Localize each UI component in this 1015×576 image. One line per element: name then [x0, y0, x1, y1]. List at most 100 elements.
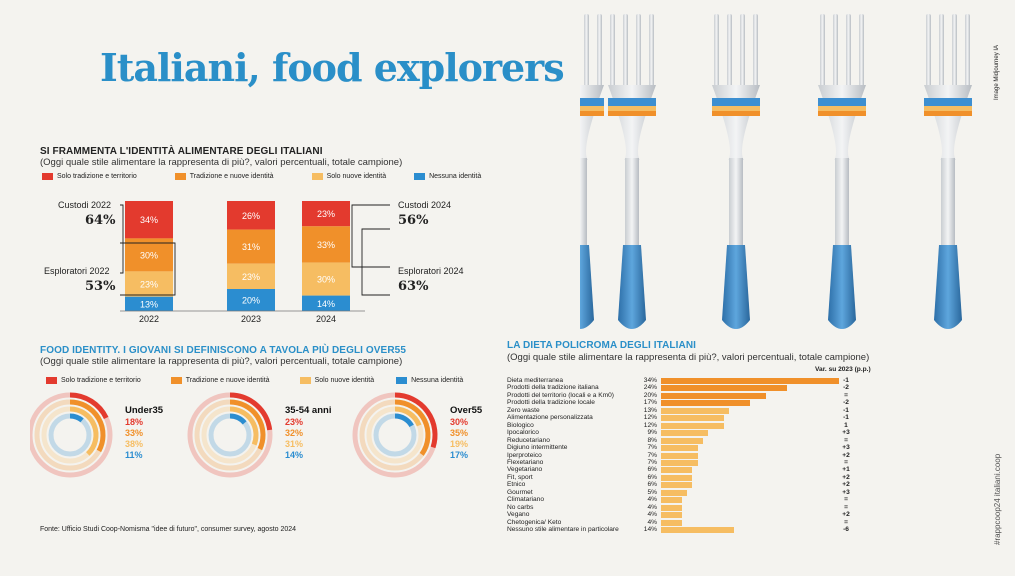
legend-label: Solo tradizione e territorio [61, 377, 141, 384]
diet-bar [661, 489, 688, 496]
ring-value-label: 30% [450, 417, 468, 427]
diet-variation-label: 1 [844, 421, 848, 429]
bar-segment [227, 201, 275, 230]
esploratori-2024-bracket [361, 228, 390, 296]
diet-category-label: Chetogenica/ Keto [507, 518, 562, 526]
diet-bar [661, 482, 693, 489]
diet-category-label: Vegano [507, 511, 530, 519]
ring-value-label: 14% [285, 450, 303, 460]
diet-category-label: Prodotti della tradizione locale [507, 399, 595, 407]
bar-value-label: 30% [317, 275, 335, 285]
diet-category-label: No carbs [507, 503, 534, 511]
custodi-2024-label: Custodi 2024 [398, 200, 452, 210]
diet-bar [661, 445, 698, 452]
bar-value-label: 23% [242, 272, 260, 282]
diet-value-label: 17% [643, 399, 657, 407]
bar-value-label: 31% [242, 242, 260, 252]
bar-segment [125, 271, 173, 297]
ring-arc [394, 399, 431, 456]
ring-value-label: 33% [125, 428, 143, 438]
legend-label: Solo nuove identità [326, 173, 387, 180]
bar-value-label: 34% [140, 215, 158, 225]
diet-variation-label: +2 [842, 481, 850, 489]
diet-category-label: Biologico [507, 421, 534, 429]
diet-variation-label: +2 [842, 473, 850, 481]
bar-segment [125, 201, 173, 239]
diet-variation-label: = [844, 436, 848, 444]
ring-arc [394, 406, 422, 427]
forks-illustration [580, 14, 972, 329]
diet-variation-label: -2 [843, 384, 849, 392]
diet-value-label: 24% [643, 384, 657, 392]
ring-arc [229, 392, 273, 431]
ring-arc [69, 413, 84, 423]
ring-value-label: 32% [285, 428, 303, 438]
ring-value-label: 23% [285, 417, 303, 427]
custodi-2022-value: 64% [85, 213, 116, 228]
legend-label: Nessuna identità [411, 377, 464, 384]
diet-bar [661, 385, 787, 392]
diet-bar [661, 527, 735, 533]
ring-group-name: 35-54 anni [285, 405, 331, 416]
section2-legend: Solo tradizione e territorio Tradizione … [46, 377, 463, 384]
esploratori-2022-bracket [120, 242, 176, 296]
diet-variation-label: = [844, 458, 848, 466]
diet-value-label: 6% [647, 466, 657, 474]
custodi-2024-bracket [351, 204, 390, 268]
ring-track [48, 413, 92, 457]
esploratori-2022-value: 53% [85, 279, 116, 294]
diet-category-label: Etnico [507, 481, 526, 489]
ring-arc [69, 392, 109, 420]
diet-variation-label: -2 [843, 399, 849, 407]
bar-segment [302, 226, 350, 263]
bar-value-label: 13% [140, 299, 158, 309]
bar-segment [227, 289, 275, 311]
ring-value-label: 35% [450, 428, 468, 438]
diet-bar [661, 415, 724, 422]
x-tick-label: 2023 [241, 314, 261, 324]
diet-category-label: Alimentazione personalizzata [507, 414, 593, 422]
legend-label: Nessuna identità [429, 173, 482, 180]
ring-arc [394, 413, 414, 428]
section1-title: SI FRAMMENTA L'IDENTITÀ ALIMENTARE DEGLI… [40, 146, 323, 157]
diet-category-label: Nessuno stile alimentare in particolare [507, 526, 619, 533]
legend-label: Solo nuove identità [314, 377, 375, 384]
bar-value-label: 30% [140, 250, 158, 260]
section1-subtitle: (Oggi quale stile alimentare la rapprese… [40, 157, 403, 168]
diet-value-label: 9% [647, 429, 657, 437]
esploratori-2024-value: 63% [398, 279, 429, 294]
diet-category-label: Vegetariano [507, 466, 543, 474]
diet-variation-label: -1 [843, 414, 849, 422]
ring-arc [69, 399, 106, 453]
section3-title: LA DIETA POLICROMA DEGLI ITALIANI [507, 340, 697, 351]
diet-variation-label: = [844, 391, 848, 399]
legend-label: Solo tradizione e territorio [57, 173, 137, 180]
diet-value-label: 4% [647, 503, 657, 511]
diet-variation-label: = [844, 518, 848, 526]
ring-group-name: Under35 [125, 405, 164, 416]
diet-variation-label: -6 [843, 526, 849, 533]
fork-icon [580, 14, 604, 329]
custodi-2022-label: Custodi 2022 [58, 200, 112, 210]
diet-category-label: Reducetariano [507, 436, 550, 444]
ring-arc [69, 406, 99, 456]
side-hashtag: #rappcoop24 italiani.coop [993, 453, 1002, 545]
diet-category-label: Ipocalorico [507, 429, 539, 437]
diet-category-label: Flexetariano [507, 458, 544, 466]
ring-group-name: Over55 [450, 405, 483, 416]
bar-segment [302, 295, 350, 311]
diet-value-label: 8% [647, 436, 657, 444]
diet-bar [661, 378, 839, 384]
diet-variation-label: -1 [843, 406, 849, 414]
diet-value-label: 4% [647, 511, 657, 519]
legend-label: Tradizione e nuove identità [189, 173, 274, 180]
source-note: Fonte: Ufficio Studi Coop-Nomisma "idee … [40, 526, 297, 533]
custodi-2024-value: 56% [398, 213, 429, 228]
diet-value-label: 4% [647, 496, 657, 504]
ring-arc [229, 399, 266, 451]
custodi-2022-bracket [120, 204, 124, 274]
diet-variation-label: +3 [842, 444, 850, 452]
legend-label: Tradizione e nuove identità [185, 377, 270, 384]
esploratori-2024-label: Esploratori 2024 [398, 266, 464, 276]
